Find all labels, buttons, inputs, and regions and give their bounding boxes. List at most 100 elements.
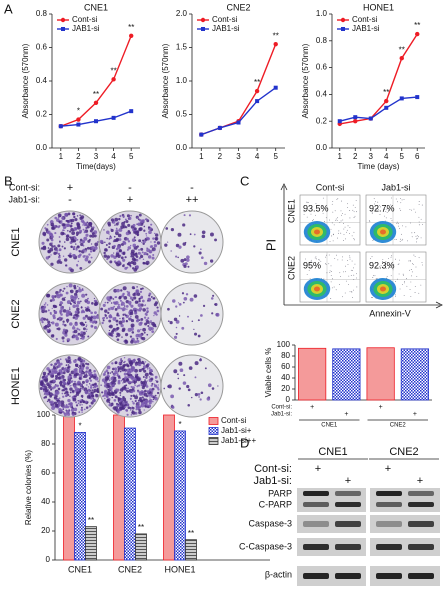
colony — [62, 320, 65, 323]
colony — [201, 256, 204, 260]
event — [385, 217, 387, 219]
marker — [236, 120, 241, 125]
legend-swatch — [208, 417, 219, 425]
condition-mark: - — [128, 182, 132, 194]
colony — [103, 251, 106, 255]
event — [343, 228, 345, 230]
event — [354, 215, 356, 217]
colony — [175, 320, 180, 324]
colony — [149, 251, 152, 254]
colony — [139, 399, 143, 403]
bar — [174, 430, 186, 561]
event — [377, 208, 378, 210]
colony — [88, 392, 92, 396]
colony — [177, 302, 180, 304]
y-tick-label: 60 — [41, 468, 50, 477]
colony — [134, 311, 138, 315]
colony — [97, 380, 100, 383]
colony — [150, 321, 152, 324]
colony — [120, 323, 124, 328]
colony — [107, 223, 111, 227]
series-line — [339, 33, 418, 125]
colony — [137, 333, 139, 335]
event — [314, 257, 316, 259]
colony — [131, 366, 135, 370]
colony — [140, 247, 144, 251]
x-tick-label: 6 — [415, 152, 420, 161]
event — [386, 208, 388, 210]
colony — [47, 309, 50, 312]
event — [397, 223, 399, 225]
colony — [59, 381, 63, 385]
event — [356, 286, 358, 288]
event — [349, 256, 351, 258]
y-tick-label: 0.2 — [36, 110, 48, 119]
colony — [86, 221, 89, 224]
colony — [70, 222, 73, 225]
colony — [105, 316, 109, 320]
event — [406, 285, 408, 287]
event — [395, 258, 396, 260]
percentage: 93.5% — [303, 203, 329, 213]
colony — [79, 333, 84, 337]
colony — [126, 237, 129, 241]
colony — [88, 308, 91, 311]
colony — [93, 373, 97, 377]
event — [399, 228, 401, 230]
colony — [50, 334, 55, 338]
colony — [59, 301, 63, 305]
colony — [197, 393, 201, 396]
colony — [118, 377, 120, 380]
colony — [144, 361, 147, 363]
colony — [65, 318, 70, 323]
colony — [75, 248, 78, 251]
colony — [137, 402, 140, 405]
colony — [141, 336, 146, 341]
y-tick-label: 0 — [46, 555, 51, 564]
colony — [70, 370, 75, 375]
series-line — [60, 35, 132, 127]
colony — [76, 225, 81, 230]
event — [303, 211, 305, 213]
colony — [138, 227, 142, 232]
colony — [181, 326, 185, 330]
colony — [199, 358, 202, 362]
colony — [122, 258, 126, 262]
event — [346, 231, 347, 233]
colony — [57, 252, 61, 256]
colony — [149, 245, 153, 249]
colony — [73, 301, 76, 304]
event — [382, 258, 384, 260]
colony — [128, 317, 132, 321]
event — [410, 222, 411, 224]
colony — [40, 381, 44, 385]
colony — [50, 262, 54, 266]
colony — [132, 293, 136, 297]
colony — [173, 369, 178, 374]
colony — [70, 227, 74, 232]
colony — [85, 380, 89, 384]
colony — [76, 300, 81, 305]
colony — [129, 361, 133, 365]
colony — [76, 307, 80, 312]
colony — [75, 401, 78, 404]
event — [332, 201, 334, 203]
colony — [135, 394, 138, 396]
event — [350, 269, 352, 271]
event — [347, 203, 349, 205]
colony — [86, 374, 89, 377]
colony — [154, 324, 156, 327]
event — [354, 207, 356, 209]
colony — [155, 380, 157, 382]
event — [380, 206, 381, 208]
colony — [51, 368, 55, 373]
colony — [108, 237, 111, 240]
colony — [82, 224, 84, 226]
colony — [148, 292, 152, 296]
event — [384, 208, 386, 210]
marker — [399, 96, 404, 101]
colony — [63, 247, 66, 250]
colony — [148, 376, 151, 378]
colony — [177, 373, 179, 376]
